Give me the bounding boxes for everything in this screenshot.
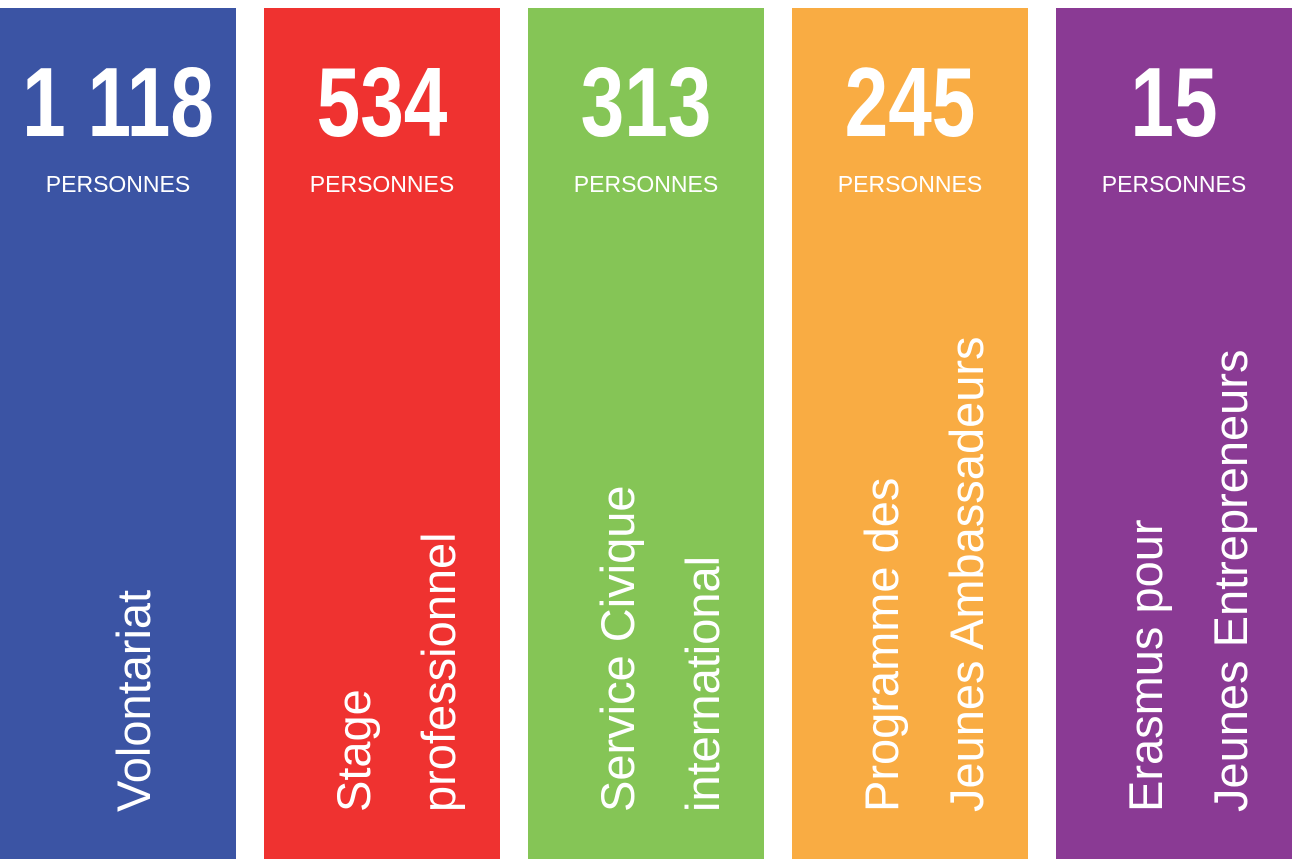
unit: PERSONNES (46, 171, 190, 197)
number-group: 1 118 (22, 48, 214, 157)
column: 1 118 PERSONNES Volontariat (0, 8, 236, 859)
number: 245 (845, 48, 976, 157)
unit: PERSONNES (574, 171, 718, 197)
number-group: 245 (845, 48, 976, 157)
label-line: Jeunes Entrepreneurs (1204, 350, 1257, 812)
label-line: international (676, 556, 729, 812)
label-line: Jeunes Ambassadeurs (940, 336, 993, 812)
column: 15 PERSONNES Erasmus pour Jeunes Entreprene… (1056, 8, 1292, 859)
label-line: professionnel (412, 532, 465, 812)
number: 534 (317, 48, 448, 157)
column-background (792, 8, 1028, 859)
label-line: Erasmus pour (1119, 519, 1172, 812)
column-background (528, 8, 764, 859)
column-background (264, 8, 500, 859)
label-line: Service Civique (591, 485, 644, 812)
unit: PERSONNES (1102, 171, 1246, 197)
number: 1 118 (22, 48, 214, 157)
number-group: 534 (317, 48, 448, 157)
number: 15 (1130, 48, 1217, 157)
label-line: Stage (327, 689, 380, 812)
unit: PERSONNES (838, 171, 982, 197)
column-background (0, 8, 236, 859)
column: 245 PERSONNES Programme des Jeunes Ambassad… (792, 8, 1028, 859)
number-group: 313 (581, 48, 712, 157)
label-line: Programme des (855, 478, 908, 812)
column: 534 PERSONNES Stage professionnel (264, 8, 500, 859)
column: 313 PERSONNES Service Civique international (528, 8, 764, 859)
number-group: 15 (1130, 48, 1217, 157)
unit: PERSONNES (310, 171, 454, 197)
column-background (1056, 8, 1292, 859)
number: 313 (581, 48, 712, 157)
label-line: Volontariat (107, 590, 160, 812)
